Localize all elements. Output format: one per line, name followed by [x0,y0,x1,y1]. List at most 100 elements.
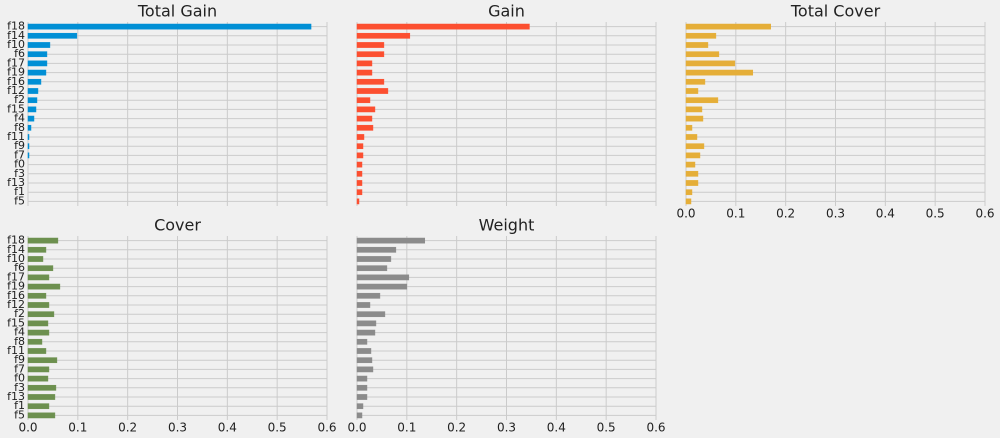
bar [356,32,411,39]
x-tick-label: 0.5 [926,207,945,221]
x-tick-label: 0.2 [447,421,466,435]
y-tick-label: f12 [7,84,25,97]
bar [356,124,374,131]
y-tick-label: f16 [7,289,25,302]
bar [356,237,426,244]
bar [27,394,56,400]
y-tick-label: f10 [7,38,25,51]
panel-title: Total Gain [137,2,217,21]
y-tick-label: f2 [14,93,25,106]
y-tick-label: f1 [14,399,25,412]
x-tick-label: 0.4 [876,207,895,221]
x-tick-label: 0.3 [826,207,845,221]
bar [27,412,56,419]
bar [356,292,381,299]
x-tick-label: 0.3 [497,421,516,435]
bar [356,348,372,354]
y-tick-label: f11 [7,344,25,357]
bar [27,338,43,345]
x-tick-label: 0.5 [597,421,616,435]
bar [27,124,32,131]
y-tick-label: f9 [14,139,25,152]
y-tick-label: f0 [14,158,25,171]
x-tick-label: 0.5 [268,421,287,435]
y-tick-label: f1 [14,185,25,198]
bar [685,170,699,177]
bar [356,329,376,336]
y-tick-label: f19 [7,280,25,293]
bar [27,320,49,327]
bar [27,237,59,244]
x-tick-label: 0.0 [347,421,366,435]
y-tick-label: f16 [7,75,25,88]
bar [685,161,696,168]
x-tick-label: 0.1 [68,421,87,435]
bar [27,265,54,272]
bar [685,60,736,67]
bar [685,51,720,58]
bar [356,51,385,58]
x-tick-label: 0.6 [646,421,665,435]
bar [356,42,385,48]
bar [685,78,706,85]
bar [27,69,47,76]
x-tick-label: 0.6 [975,207,994,221]
y-tick-label: f15 [7,102,25,115]
panel: Total Cover 0.0 0.1 0.2 0.3 0.4 0.5 0.6 [676,2,994,221]
bar [356,60,373,67]
y-tick-label: f4 [14,326,25,339]
panel-title: Total Cover [790,2,881,21]
bar [27,292,47,299]
x-tick-label: 0.0 [18,421,37,435]
bar [27,42,51,48]
bar [27,143,30,150]
bar [356,366,374,373]
bar [27,115,35,122]
bar [685,42,709,48]
bar [27,366,50,373]
y-tick-label: f8 [14,335,25,348]
y-tick-label: f13 [7,176,25,189]
x-tick-label: 0.2 [118,421,137,435]
bar [356,106,376,113]
bar [27,274,50,281]
panel-title: Gain [488,2,525,21]
bar [356,143,364,150]
bar [685,115,704,122]
y-tick-label: f10 [7,252,25,265]
bar [356,97,371,104]
bar [27,60,48,67]
bar [356,152,364,159]
y-tick-label: f17 [7,270,25,283]
bar [685,69,754,76]
bar [27,375,49,382]
bar [356,161,363,168]
panel-title: Weight [479,216,535,235]
bar [685,124,693,131]
bar [356,274,410,281]
bar [685,97,719,104]
bar [27,256,44,262]
bar [356,23,530,30]
bar [356,180,363,186]
bar [685,134,698,140]
y-tick-label: f6 [14,261,25,274]
bar [356,283,408,290]
bar [27,329,50,336]
bar [27,78,42,85]
bar [356,357,373,364]
bar [685,143,705,150]
y-tick-label: f13 [7,390,25,403]
y-tick-label: f17 [7,56,25,69]
bar [356,88,389,94]
y-tick-label: f11 [7,130,25,143]
bar [356,394,368,400]
y-tick-label: f5 [14,408,25,421]
y-tick-label: f18 [7,234,25,247]
bar [356,69,373,76]
bar [356,375,368,382]
bar [27,311,55,318]
bar [356,170,363,177]
x-tick-label: 0.4 [547,421,566,435]
